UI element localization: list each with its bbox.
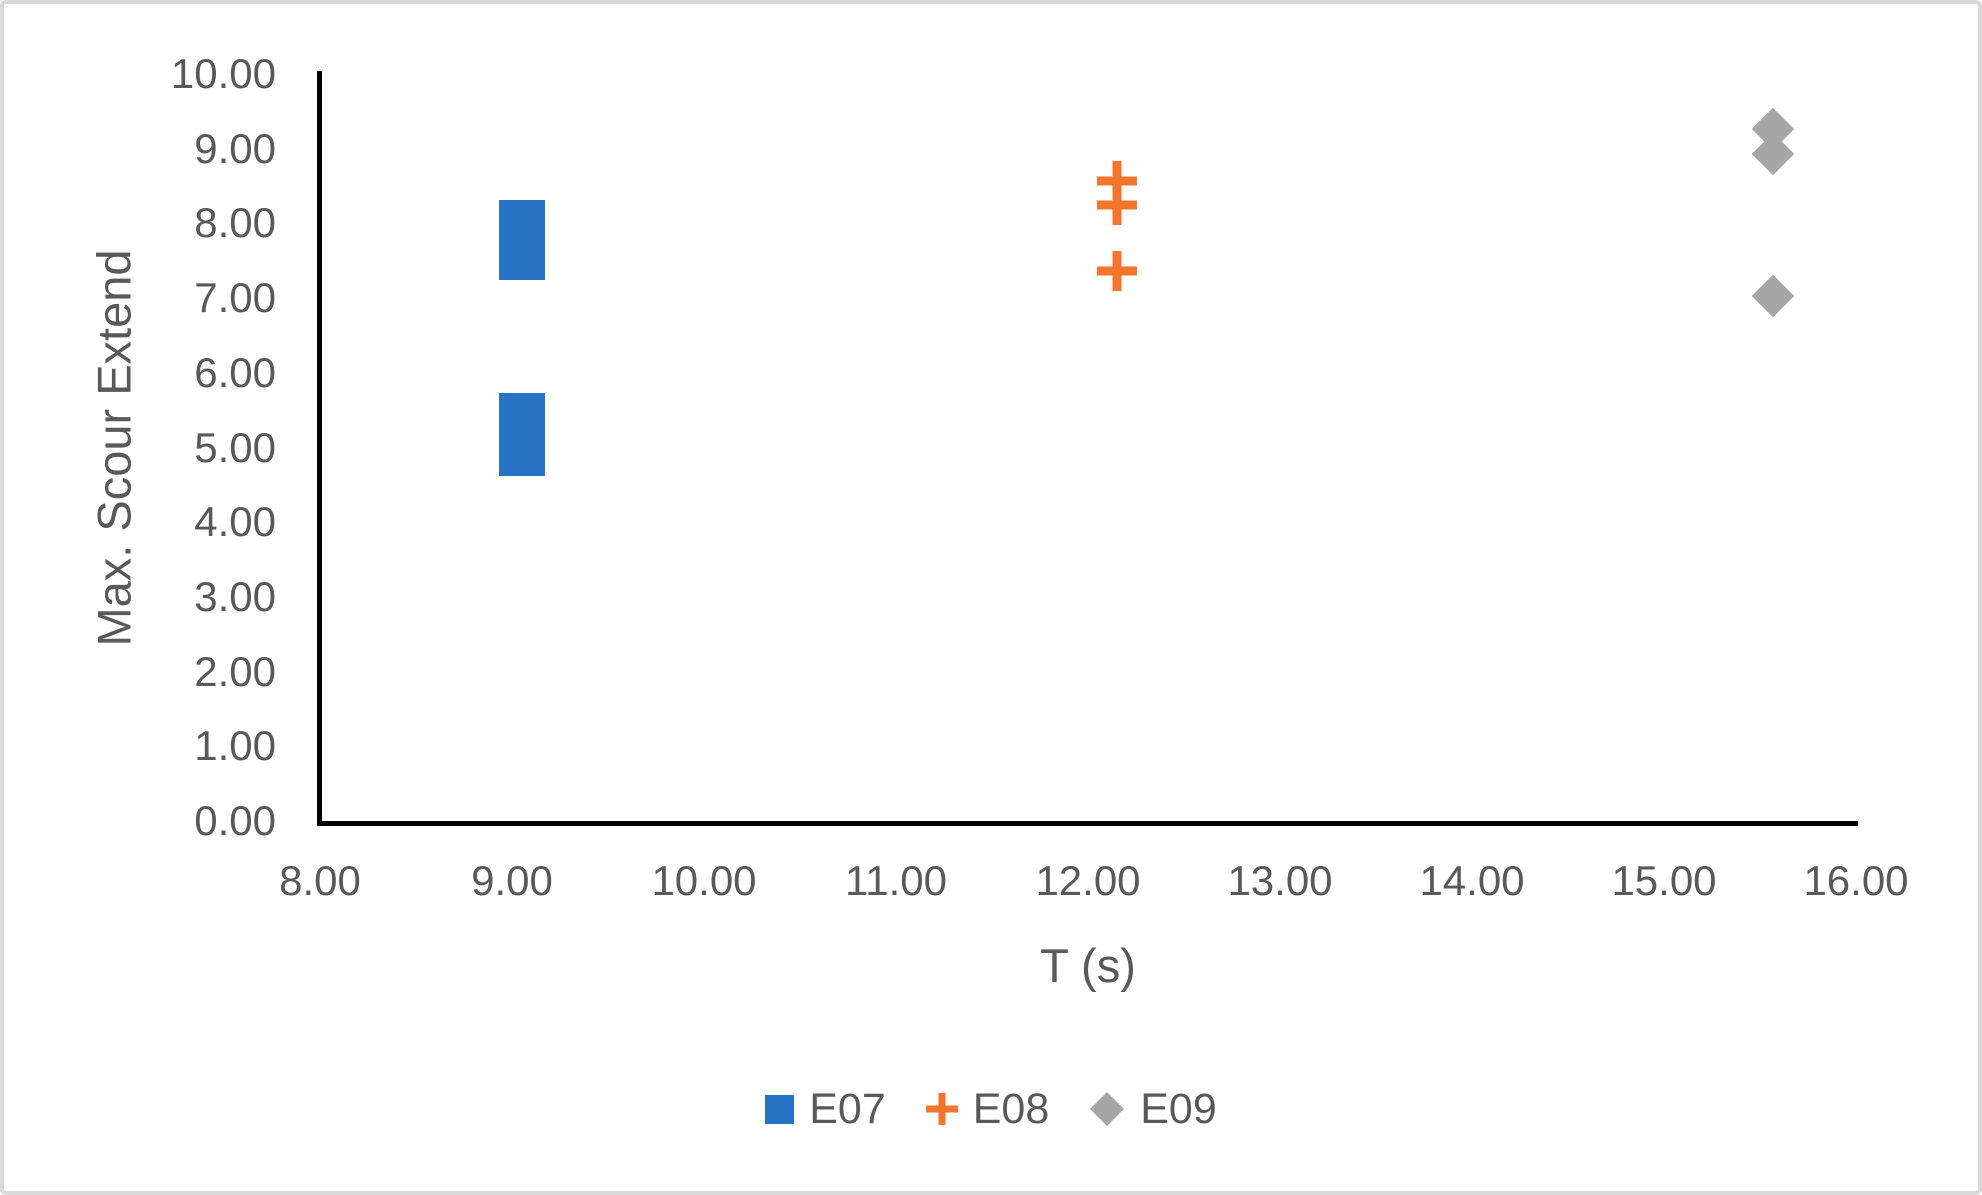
x-tick-label: 8.00	[279, 857, 361, 904]
x-axis-title: T (s)	[1040, 939, 1136, 992]
x-tick-label: 10.00	[651, 857, 757, 904]
y-axis-title: Max. Scour Extend	[87, 249, 141, 647]
y-tick-label: 3.00	[194, 572, 276, 620]
data-point-e08-plus-marker	[1097, 185, 1137, 225]
x-tick-label: 12.00	[1035, 857, 1141, 904]
y-tick-label: 6.00	[194, 348, 276, 396]
plus-icon	[926, 1093, 958, 1125]
y-tick-label: 5.00	[194, 423, 276, 471]
legend-item-e09: E09	[1089, 1082, 1217, 1136]
x-tick-label: 14.00	[1419, 857, 1525, 904]
data-point-e07-square-marker	[498, 430, 545, 477]
data-point-e09-diamond-marker	[1751, 274, 1795, 318]
x-axis-line	[317, 821, 1858, 826]
legend-label: E09	[1140, 1085, 1217, 1133]
x-tick-label: 9.00	[471, 857, 553, 904]
y-tick-label: 7.00	[194, 274, 276, 322]
data-point-e08-plus-marker	[1097, 251, 1137, 291]
y-tick-label: 0.00	[194, 797, 276, 844]
x-tick-label: 15.00	[1611, 857, 1717, 904]
y-tick-label: 8.00	[194, 199, 276, 247]
data-point-e07-square-marker	[498, 234, 545, 280]
x-tick-label: 13.00	[1227, 857, 1333, 904]
y-tick-label: 4.00	[194, 498, 276, 546]
legend-label: E08	[972, 1085, 1050, 1133]
data-point-e09-diamond-marker	[1751, 132, 1795, 176]
legend-item-e08: E08	[926, 1082, 1050, 1136]
x-tick-label: 16.00	[1803, 857, 1909, 904]
x-tick-label: 11.00	[845, 857, 947, 904]
legend: E07 E08 E09	[4, 1082, 1978, 1136]
y-tick-label: 2.00	[194, 647, 276, 695]
legend-label: E07	[809, 1085, 886, 1133]
y-tick-label: 1.00	[194, 722, 276, 770]
square-icon	[765, 1094, 795, 1124]
y-tick-label: 10.00	[170, 50, 276, 97]
y-axis-line	[317, 71, 322, 826]
y-tick-label: 9.00	[194, 124, 276, 172]
plot-area	[320, 74, 1856, 821]
diamond-icon	[1089, 1091, 1125, 1127]
legend-item-e07: E07	[765, 1082, 886, 1136]
